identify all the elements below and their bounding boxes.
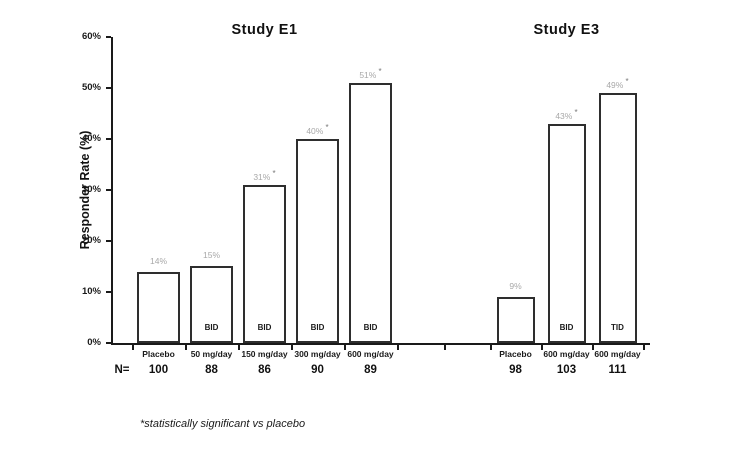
bar-value-label: 49% * [606,77,629,90]
bar-value-label: 43% * [555,108,578,121]
bar-value-label: 51% * [359,67,382,80]
x-tick [238,345,240,350]
x-tick [592,345,594,350]
n-value: 111 [608,364,627,376]
significance-asterisk: * [623,77,629,86]
x-tick [541,345,543,350]
bar [496,297,535,343]
x-tick [132,345,134,350]
group-title: Study E3 [533,22,600,38]
y-tick-label: 60% [81,31,101,42]
bar [349,83,392,343]
x-tick [490,345,492,350]
bar [547,124,586,343]
y-tick [106,291,111,293]
x-category-label: 150 mg/day [241,349,288,359]
dose-schedule-label: TID [611,323,624,332]
significance-footnote: *statistically significant vs placebo [140,418,306,430]
bar [243,185,286,343]
y-tick-label: 40% [81,133,101,144]
bar-value-label: 14% [149,256,167,266]
bar-value-label: 9% [509,281,522,291]
y-axis [111,37,113,345]
dose-schedule-label: BID [363,323,378,332]
group-title: Study E1 [231,22,298,38]
y-tick [106,36,111,38]
n-value: 88 [205,364,218,376]
bar-value-label: 15% [202,250,220,260]
x-tick [444,345,446,350]
x-category-label: 50 mg/day [190,349,233,359]
significance-asterisk: * [572,108,578,117]
x-tick [397,345,399,350]
significance-asterisk: * [323,123,329,132]
x-axis [111,343,650,345]
dose-schedule-label: BID [257,323,272,332]
y-tick-label: 0% [87,337,101,348]
n-value: 90 [311,364,324,376]
n-value: 103 [556,364,577,376]
x-tick [291,345,293,350]
x-category-label: 600 mg/day [594,349,641,359]
x-tick [344,345,346,350]
dose-schedule-label: BID [310,323,325,332]
bar-value-label: 40% * [306,123,329,136]
bar [598,93,637,343]
y-tick [106,189,111,191]
x-category-label: Placebo [499,349,532,359]
significance-asterisk: * [270,169,276,178]
x-tick [185,345,187,350]
y-tick-label: 20% [81,235,101,246]
significance-asterisk: * [376,67,382,76]
y-tick-label: 10% [81,286,101,297]
y-tick [106,87,111,89]
dose-schedule-label: BID [559,323,574,332]
bar [190,266,233,343]
y-tick-label: 50% [81,82,101,93]
y-tick [106,138,111,140]
x-category-label: Placebo [142,349,175,359]
x-category-label: 600 mg/day [347,349,394,359]
n-row-prefix: N= [114,364,130,376]
y-tick [106,240,111,242]
bar [296,139,339,343]
dose-schedule-label: BID [204,323,219,332]
y-tick-label: 30% [81,184,101,195]
x-tick [643,345,645,350]
n-value: 89 [364,364,377,376]
y-tick [106,342,111,344]
x-category-label: 300 mg/day [294,349,341,359]
x-category-label: 600 mg/day [543,349,590,359]
bar [137,272,180,343]
n-value: 86 [258,364,271,376]
n-value: 100 [148,364,169,376]
bar-value-label: 31% * [253,169,276,182]
n-value: 98 [509,364,522,376]
